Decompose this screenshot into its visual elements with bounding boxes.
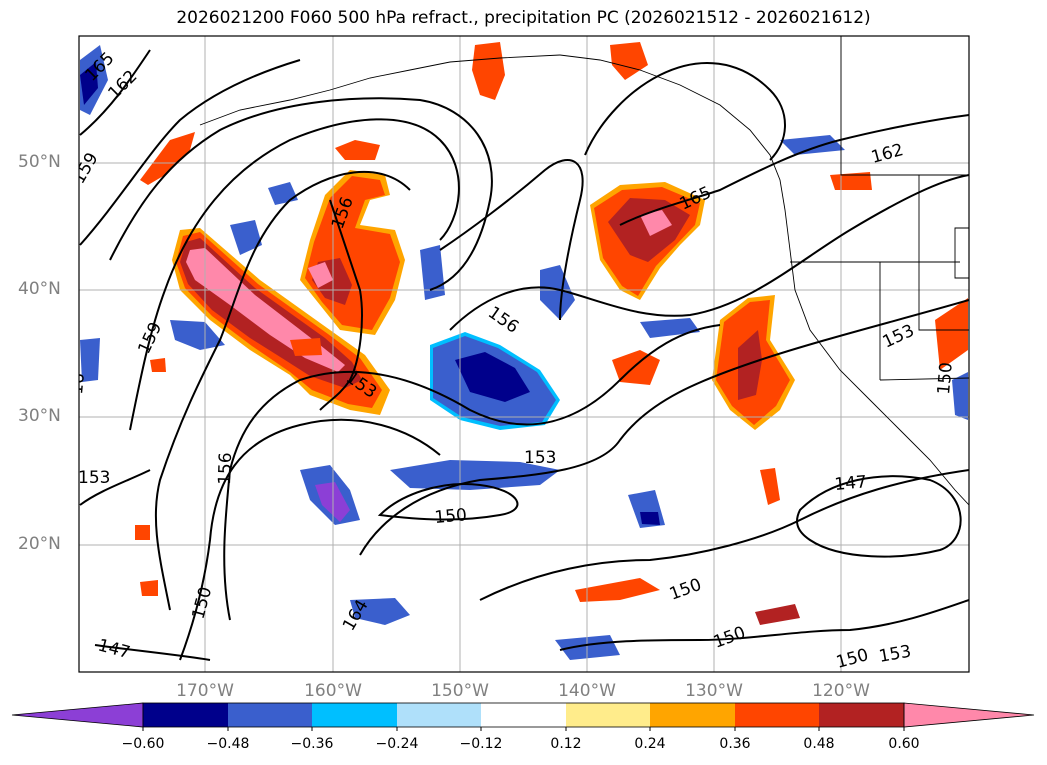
anomaly-negative — [390, 460, 560, 490]
contour-label: 150 — [434, 505, 468, 528]
lat-label: 20°N — [18, 534, 61, 554]
anomaly-patch — [290, 338, 322, 356]
anomaly-blob — [308, 262, 333, 288]
lon-label: 170°W — [176, 681, 234, 701]
lon-label: 120°W — [812, 681, 870, 701]
lat-label: 50°N — [18, 152, 61, 172]
contour-label: 147 — [834, 472, 868, 495]
lon-label: 130°W — [685, 681, 743, 701]
contour-label: 156 — [215, 452, 236, 485]
coastlines — [199, 36, 969, 506]
colorbar-segment — [566, 703, 650, 727]
anomaly-negative — [230, 220, 262, 255]
anomaly-negative — [80, 62, 98, 105]
map-canvas: 165 162 159 156 153 150 147 162 165 156 … — [67, 35, 970, 673]
anomaly-patch — [575, 578, 660, 602]
colorbar-tick: 0.60 — [888, 736, 920, 752]
anomaly-blob — [640, 210, 672, 236]
anomaly-patch — [610, 42, 648, 80]
anomaly-patch — [755, 604, 800, 625]
colorbar-segment — [650, 703, 735, 727]
map-frame — [78, 35, 970, 673]
colorbar-segment — [819, 703, 904, 727]
anomaly-band-coast — [738, 330, 762, 400]
colorbar-tick: −0.36 — [290, 736, 334, 752]
graticule — [79, 36, 969, 672]
map-plot-area: 165 162 159 156 153 150 147 162 165 156 … — [67, 36, 969, 672]
anomaly-patch — [760, 468, 780, 505]
colorbar-tick: −0.60 — [121, 736, 165, 752]
colorbar-segment — [903, 702, 1035, 728]
anomaly-negative — [540, 265, 575, 320]
colorbar-segment — [397, 703, 481, 727]
colorbar-segment — [735, 703, 819, 727]
lon-label: 140°W — [558, 681, 616, 701]
anomaly-patch — [140, 132, 195, 185]
anomaly-patch — [135, 525, 150, 540]
anomaly-negative — [780, 135, 845, 155]
anomaly-patch — [150, 358, 166, 372]
colorbar-frame — [142, 702, 905, 728]
colorbar-tick: 0.36 — [719, 736, 751, 752]
anomaly-negative — [455, 352, 530, 402]
colorbar-segment — [312, 703, 397, 727]
colorbar-tick: −0.12 — [459, 736, 503, 752]
lat-label: 40°N — [18, 279, 61, 299]
colorbar-tick: 0.24 — [634, 736, 666, 752]
colorbar-segment — [481, 703, 566, 727]
contour-label: 150 — [934, 361, 957, 395]
colorbar-tick: 0.12 — [550, 736, 582, 752]
colorbar-segment — [143, 703, 228, 727]
anomaly-patch — [935, 298, 968, 370]
colorbar-segment — [228, 703, 312, 727]
contour-label: 16 — [67, 372, 89, 395]
colorbar-segment — [11, 702, 144, 728]
anomaly-patch — [472, 42, 505, 100]
lon-label: 150°W — [431, 681, 489, 701]
colorbar-tick: −0.48 — [206, 736, 250, 752]
anomaly-negative — [170, 320, 225, 350]
contour-label: 153 — [524, 448, 556, 468]
anomaly-negative — [640, 512, 660, 525]
lon-label: 160°W — [304, 681, 362, 701]
map-title: 2026021200 F060 500 hPa refract., precip… — [176, 8, 871, 28]
contour-label: 153 — [78, 468, 110, 488]
anomaly-negative — [80, 338, 100, 382]
lat-label: 30°N — [18, 406, 61, 426]
anomaly-negative — [952, 372, 968, 420]
colorbar-tick: −0.24 — [375, 736, 419, 752]
anomaly-patch — [140, 580, 158, 596]
anomaly-blob — [335, 140, 380, 160]
anomaly-negative — [350, 598, 410, 625]
colorbar-tick: 0.48 — [803, 736, 835, 752]
refractivity-contours — [79, 49, 969, 661]
